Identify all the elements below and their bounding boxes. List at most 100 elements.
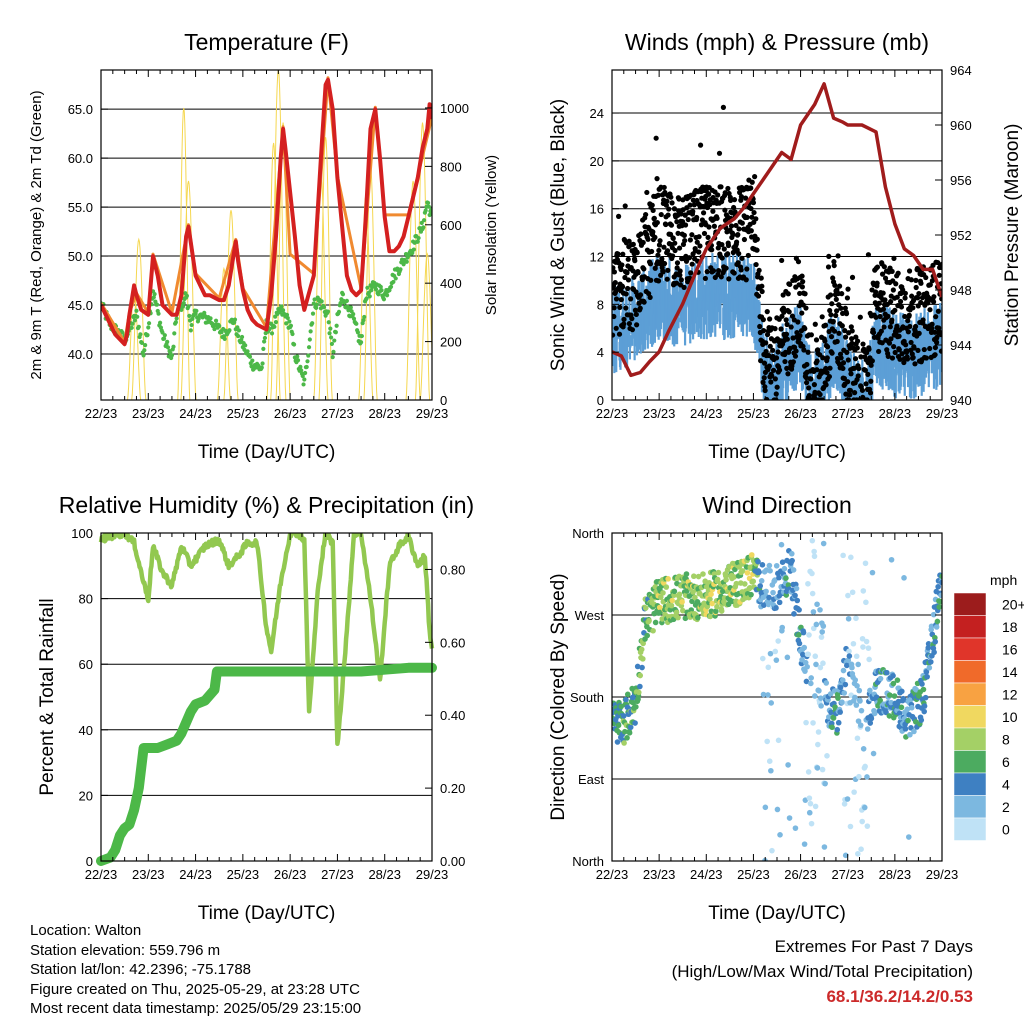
dewpoint-point bbox=[250, 358, 255, 363]
direction-point bbox=[862, 763, 868, 770]
dewpoint-point bbox=[187, 313, 192, 318]
gust-point bbox=[619, 284, 626, 290]
direction-point bbox=[723, 576, 729, 583]
wind-direction-ylabel: Direction (Colored By Speed) bbox=[548, 573, 569, 820]
colorbar-label: 8 bbox=[1002, 731, 1010, 747]
gust-point bbox=[696, 234, 702, 240]
gust-point bbox=[612, 305, 617, 311]
gust-point bbox=[776, 367, 783, 373]
dewpoint-point bbox=[135, 314, 140, 319]
direction-point bbox=[638, 646, 645, 653]
gust-point bbox=[783, 331, 790, 337]
colorbar-label: 4 bbox=[1002, 776, 1010, 792]
gust-point bbox=[689, 232, 695, 238]
gust-point bbox=[718, 274, 724, 280]
direction-point bbox=[928, 623, 935, 630]
direction-point bbox=[739, 568, 746, 574]
dewpoint-point bbox=[301, 382, 306, 387]
dewpoint-point bbox=[425, 200, 431, 206]
gust-point bbox=[728, 223, 735, 229]
direction-point bbox=[695, 573, 702, 580]
gust-point bbox=[784, 321, 790, 328]
gust-point bbox=[634, 322, 640, 328]
direction-point bbox=[620, 713, 627, 719]
gust-point bbox=[731, 270, 737, 276]
direction-point bbox=[846, 648, 852, 655]
direction-point bbox=[707, 613, 714, 620]
colorbar-box bbox=[953, 817, 987, 841]
dewpoint-point bbox=[219, 330, 224, 335]
gust-point bbox=[892, 307, 898, 313]
gust-point bbox=[851, 365, 857, 371]
direction-point bbox=[659, 616, 666, 622]
direction-point bbox=[812, 693, 818, 699]
dewpoint-point bbox=[348, 305, 353, 310]
gust-point bbox=[896, 347, 902, 353]
dewpoint-point bbox=[158, 320, 163, 325]
direction-point bbox=[921, 708, 928, 715]
gust-point bbox=[827, 307, 833, 314]
dewpoint-point bbox=[120, 330, 125, 335]
direction-point bbox=[891, 693, 898, 699]
gust-point bbox=[822, 322, 829, 328]
gust-point bbox=[844, 295, 851, 301]
gust-point bbox=[648, 277, 654, 283]
gust-point bbox=[756, 267, 762, 274]
gust-point bbox=[657, 238, 663, 244]
x-tick-label: 23/23 bbox=[132, 406, 165, 421]
dewpoint-point bbox=[329, 335, 334, 340]
gust-point bbox=[874, 264, 881, 270]
gust-point bbox=[828, 312, 834, 318]
direction-point bbox=[760, 691, 767, 698]
gust-point bbox=[840, 360, 847, 366]
y-tick-label: 40 bbox=[79, 723, 93, 738]
x-tick-label: 27/23 bbox=[831, 867, 864, 882]
direction-point bbox=[866, 656, 872, 663]
direction-point bbox=[888, 556, 895, 563]
y-tick-label-right: 948 bbox=[950, 283, 972, 298]
direction-point bbox=[758, 577, 765, 584]
gust-point bbox=[733, 222, 739, 229]
solar-line bbox=[419, 252, 432, 400]
gust-point bbox=[904, 356, 911, 362]
winds-series bbox=[612, 82, 942, 400]
gust-point bbox=[915, 295, 921, 301]
y-tick-label-right: 800 bbox=[440, 159, 462, 174]
dewpoint-point bbox=[314, 302, 320, 307]
direction-point bbox=[713, 608, 719, 615]
gust-point bbox=[763, 340, 769, 346]
gust-point bbox=[635, 270, 641, 276]
gust-point bbox=[855, 373, 861, 379]
direction-point bbox=[813, 661, 819, 668]
gust-point bbox=[664, 248, 671, 254]
gust-point bbox=[718, 184, 724, 190]
dewpoint-point bbox=[351, 316, 357, 321]
direction-point bbox=[821, 844, 828, 850]
dewpoint-point bbox=[305, 359, 310, 364]
direction-point bbox=[680, 607, 686, 614]
direction-point bbox=[839, 699, 845, 706]
gust-point bbox=[685, 216, 691, 223]
direction-point bbox=[853, 653, 860, 660]
dewpoint-point bbox=[422, 218, 427, 223]
y-tick-label: 20 bbox=[590, 154, 604, 169]
dewpoint-point bbox=[236, 333, 241, 339]
gust-point bbox=[781, 309, 787, 315]
direction-point bbox=[839, 677, 846, 683]
y-tick-label-right: 0.80 bbox=[440, 562, 465, 577]
dewpoint-point bbox=[429, 207, 432, 213]
direction-point bbox=[849, 589, 856, 596]
gust-point bbox=[644, 189, 650, 196]
gust-point bbox=[865, 371, 871, 377]
direction-point bbox=[841, 690, 848, 696]
colorbar-label: 0 bbox=[1002, 821, 1010, 837]
gust-point bbox=[748, 185, 754, 191]
y-tick-label: 45.0 bbox=[68, 298, 93, 313]
y-tick-label-right: 940 bbox=[950, 393, 972, 408]
gust-point bbox=[672, 247, 678, 254]
gust-point bbox=[910, 354, 916, 361]
dewpoint-point bbox=[142, 348, 147, 353]
gust-point bbox=[668, 194, 674, 200]
gust-point bbox=[625, 277, 632, 283]
gust-point bbox=[858, 354, 864, 360]
